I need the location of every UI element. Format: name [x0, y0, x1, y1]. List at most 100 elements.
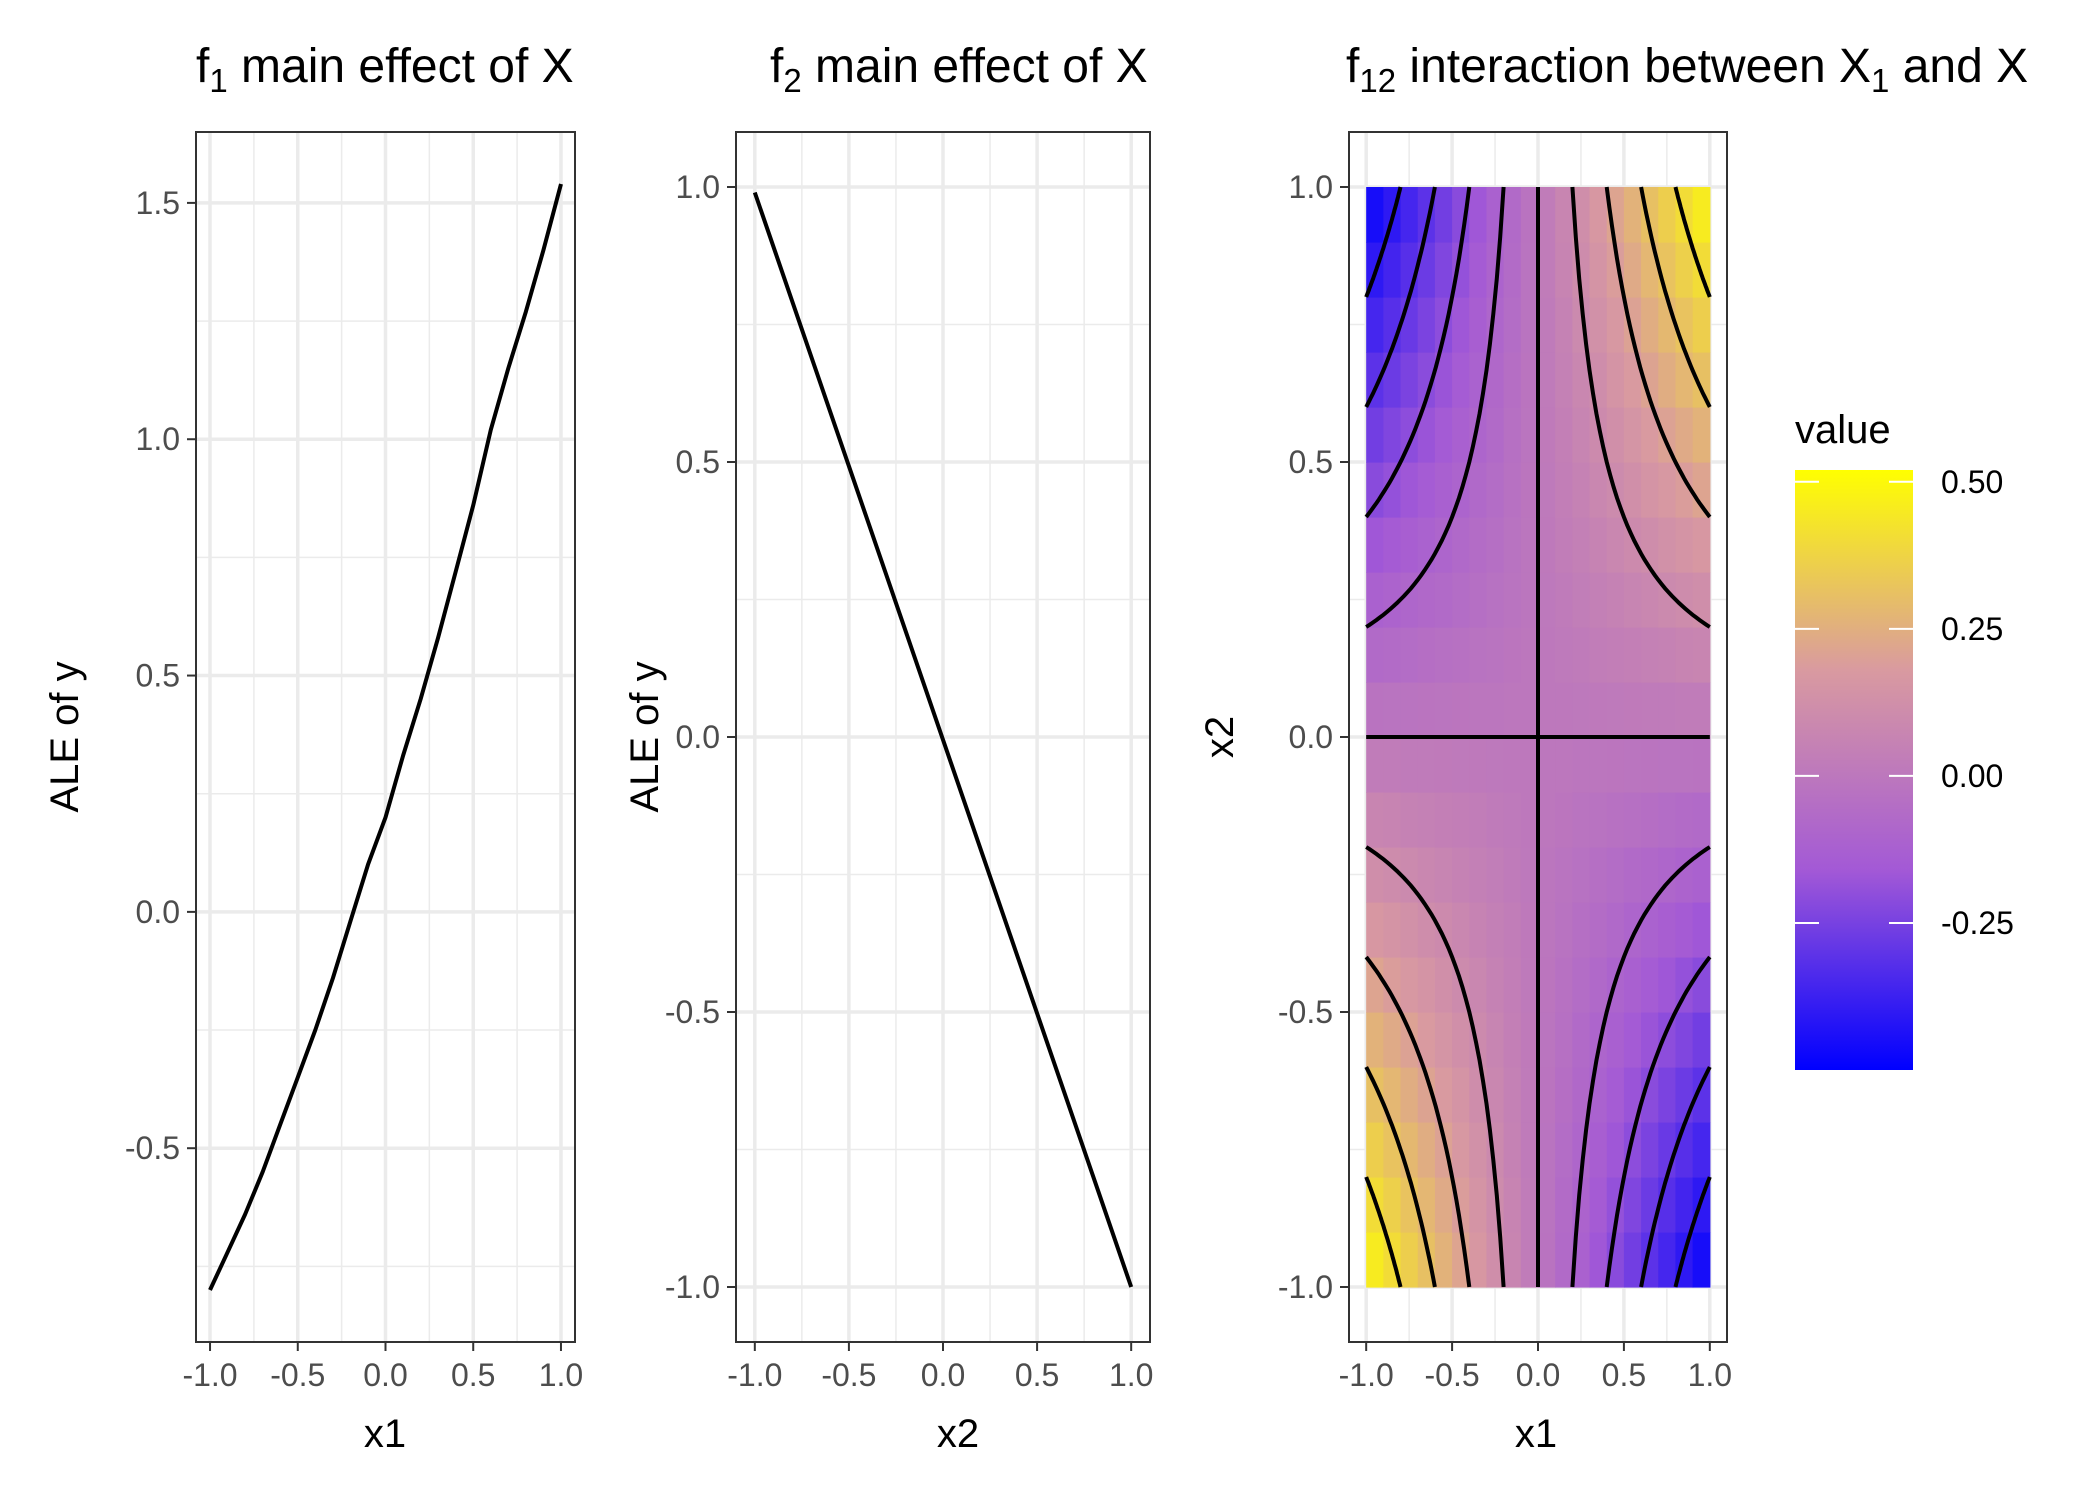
- panel-title-f12: f12 interaction between X1 and X: [1346, 40, 2028, 99]
- heatmap-cell: [1641, 957, 1659, 1013]
- heatmap-cell: [1658, 627, 1677, 683]
- heatmap-cell: [1520, 1177, 1539, 1233]
- heatmap-cell: [1572, 352, 1591, 408]
- heatmap-cell: [1623, 792, 1642, 848]
- heatmap-cell: [1675, 957, 1694, 1013]
- heatmap-cell: [1469, 792, 1488, 848]
- heatmap-cell: [1503, 1232, 1522, 1288]
- heatmap-cell: [1555, 792, 1573, 848]
- heatmap-cell: [1589, 1122, 1608, 1178]
- heatmap-cell: [1589, 297, 1608, 353]
- heatmap-cell: [1520, 462, 1539, 518]
- heatmap-cell: [1641, 407, 1659, 463]
- heatmap-cell: [1469, 627, 1488, 683]
- heatmap-cell: [1675, 517, 1694, 573]
- heatmap-cell: [1606, 792, 1625, 848]
- heatmap-cell: [1366, 187, 1384, 243]
- heatmap-cell: [1417, 352, 1436, 408]
- legend: value 0.50 0.25 0.00 -0.25: [1795, 408, 2014, 1070]
- heatmap-cell: [1692, 847, 1711, 903]
- heatmap-cell: [1589, 682, 1608, 738]
- heatmap-cell: [1641, 1067, 1659, 1123]
- heatmap-cell: [1538, 902, 1556, 958]
- heatmap-cell: [1538, 1012, 1556, 1068]
- heatmap-cell: [1452, 352, 1470, 408]
- heatmap-cell: [1658, 792, 1677, 848]
- heatmap-cell: [1623, 187, 1642, 243]
- heatmap-cell: [1383, 627, 1402, 683]
- heatmap-cell: [1572, 737, 1591, 793]
- panel-f2: f2 main effect of X -1.0 -0.5 0.0 0.5 1.0 -1…: [623, 40, 1153, 1456]
- x-tick-label: 0.0: [1516, 1357, 1560, 1393]
- x-axis-f2: -1.0 -0.5 0.0 0.5 1.0: [727, 1342, 1153, 1393]
- heatmap-cell: [1486, 682, 1505, 738]
- heatmap-cell: [1589, 847, 1608, 903]
- heatmap-cell: [1366, 847, 1384, 903]
- heatmap-cell: [1538, 187, 1556, 243]
- heatmap-cell: [1623, 242, 1642, 298]
- heatmap-cell: [1555, 242, 1573, 298]
- heatmap-cell: [1400, 352, 1419, 408]
- heatmap-cell: [1641, 517, 1659, 573]
- heatmap-cell: [1692, 792, 1711, 848]
- heatmap-cell: [1520, 847, 1539, 903]
- heatmap-cell: [1623, 1067, 1642, 1123]
- heatmap-cell: [1434, 1232, 1453, 1288]
- heatmap-cell: [1434, 407, 1453, 463]
- heatmap-cell: [1520, 902, 1539, 958]
- title-f1-rest: main effect of X: [228, 40, 574, 93]
- heatmap-cell: [1520, 682, 1539, 738]
- heatmap-cell: [1538, 352, 1556, 408]
- heatmap-cell: [1538, 407, 1556, 463]
- heatmap-cell: [1641, 1122, 1659, 1178]
- heatmap-cell: [1366, 1232, 1384, 1288]
- panel-f12: f12 interaction between X1 and X -1.0 -0.…: [1198, 40, 2028, 1456]
- heatmap-cell: [1555, 1067, 1573, 1123]
- x-axis-title-f2: x2: [937, 1412, 979, 1456]
- heatmap-cell: [1400, 1232, 1419, 1288]
- heatmap-cell: [1658, 462, 1677, 518]
- heatmap-cell: [1641, 297, 1659, 353]
- heatmap-cell: [1572, 792, 1591, 848]
- legend-title: value: [1795, 408, 1891, 452]
- heatmap-cell: [1623, 352, 1642, 408]
- contour-line: [1364, 1176, 1403, 1288]
- x-axis-f1: -1.0 -0.5 0.0 0.5 1.0: [182, 1342, 583, 1393]
- heatmap-cell: [1383, 242, 1402, 298]
- heatmap-cell: [1400, 187, 1419, 243]
- heatmap-cell: [1538, 1067, 1556, 1123]
- heatmap-cell: [1675, 682, 1694, 738]
- heatmap-cell: [1692, 462, 1711, 518]
- heatmap-cell: [1400, 902, 1419, 958]
- heatmap-cell: [1366, 902, 1384, 958]
- heatmap-cell: [1417, 1012, 1436, 1068]
- y-axis-f2: -1.0 -0.5 0.0 0.5 1.0: [665, 169, 736, 1305]
- heatmap-cell: [1383, 517, 1402, 573]
- heatmap-cell: [1520, 1232, 1539, 1288]
- heatmap-cell: [1383, 1177, 1402, 1233]
- heatmap-cell: [1452, 682, 1470, 738]
- heatmap-cell: [1572, 517, 1591, 573]
- title-f2-main: f: [770, 40, 784, 93]
- heatmap-cell: [1486, 902, 1505, 958]
- heatmap-cell: [1623, 407, 1642, 463]
- y-axis-f12: -1.0 -0.5 0.0 0.5 1.0: [1278, 169, 1349, 1305]
- heatmap-cell: [1538, 1122, 1556, 1178]
- heatmap-cell: [1417, 627, 1436, 683]
- heatmap-cell: [1503, 902, 1522, 958]
- y-tick-label: 0.0: [676, 719, 720, 755]
- panel-f1: f1 main effect of X -1.0 -0.5 0.0 0.5 1.0 -0…: [43, 40, 583, 1456]
- heatmap-cell: [1503, 352, 1522, 408]
- heatmap-cell: [1503, 297, 1522, 353]
- x-tick-label: -1.0: [182, 1357, 237, 1393]
- heatmap-cell: [1623, 957, 1642, 1013]
- legend-ticks: 0.50 0.25 0.00 -0.25: [1795, 464, 2014, 941]
- heatmap-cell: [1658, 1067, 1677, 1123]
- heatmap-cell: [1538, 242, 1556, 298]
- heatmap-cell: [1366, 1067, 1384, 1123]
- x-tick-label: 0.5: [1602, 1357, 1646, 1393]
- heatmap-cell: [1589, 187, 1608, 243]
- heatmap-cell: [1623, 737, 1642, 793]
- x-tick-label: -0.5: [270, 1357, 325, 1393]
- y-tick-label: -1.0: [665, 1269, 720, 1305]
